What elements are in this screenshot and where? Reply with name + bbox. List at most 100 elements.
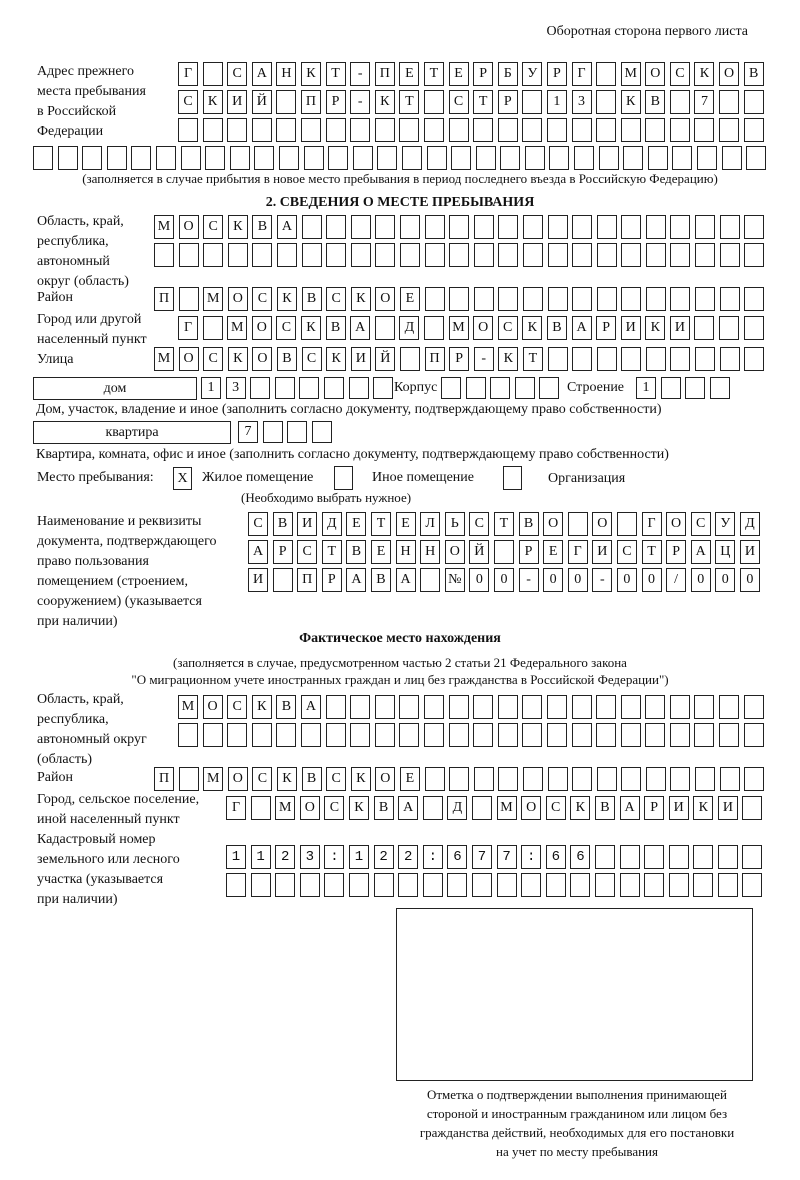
char-cell[interactable] (697, 146, 718, 170)
char-cell[interactable] (448, 723, 469, 747)
char-cell[interactable] (670, 767, 691, 791)
char-cell[interactable]: А (346, 568, 367, 592)
char-cell[interactable] (522, 287, 543, 311)
char-cell[interactable] (202, 723, 223, 747)
char-cell[interactable]: / (666, 568, 687, 592)
char-cell[interactable] (178, 118, 198, 142)
char-cell[interactable] (645, 287, 666, 311)
char-cell[interactable] (373, 377, 394, 399)
char-cell[interactable] (497, 723, 518, 747)
char-cell[interactable] (619, 845, 640, 869)
char-cell[interactable] (620, 118, 641, 142)
char-cell[interactable] (106, 146, 127, 170)
char-cell[interactable]: 7 (238, 421, 258, 443)
char-cell[interactable] (490, 377, 511, 399)
char-cell[interactable] (276, 90, 297, 114)
char-cell[interactable]: 1 (636, 377, 656, 399)
char-cell[interactable] (498, 767, 519, 791)
char-cell[interactable]: О (227, 287, 248, 311)
char-cell[interactable] (33, 146, 53, 170)
char-cell[interactable] (594, 873, 615, 897)
char-cell[interactable]: У (715, 512, 736, 536)
char-cell[interactable]: А (248, 540, 268, 564)
char-cell[interactable]: О (719, 62, 740, 86)
char-cell[interactable] (82, 146, 103, 170)
char-cell[interactable]: В (252, 215, 273, 239)
char-cell[interactable] (250, 845, 271, 869)
char-cell[interactable] (695, 767, 716, 791)
char-cell[interactable]: - (350, 62, 371, 86)
char-cell[interactable] (596, 347, 617, 371)
char-cell[interactable] (719, 215, 740, 239)
char-cell[interactable] (473, 243, 494, 267)
char-cell[interactable] (546, 723, 567, 747)
char-cell[interactable] (571, 118, 592, 142)
char-cell[interactable]: И (248, 568, 268, 592)
char-cell[interactable] (500, 146, 521, 170)
char-cell[interactable] (374, 695, 395, 719)
char-cell[interactable]: А (251, 62, 272, 86)
char-cell[interactable]: В (518, 512, 539, 536)
char-cell[interactable] (348, 377, 369, 399)
char-cell[interactable] (251, 723, 272, 747)
char-cell[interactable]: 0 (616, 568, 637, 592)
char-cell[interactable]: П (300, 90, 321, 114)
char-cell[interactable] (522, 723, 543, 747)
char-cell[interactable]: С (178, 90, 198, 114)
char-cell[interactable] (229, 146, 250, 170)
char-cell[interactable] (685, 377, 706, 399)
char-cell[interactable] (621, 347, 642, 371)
char-cell[interactable]: В (373, 796, 394, 820)
char-cell[interactable]: О (645, 62, 666, 86)
char-cell[interactable] (448, 118, 469, 142)
char-cell[interactable]: 0 (469, 568, 490, 592)
char-cell[interactable] (545, 873, 566, 897)
char-cell[interactable] (522, 215, 543, 239)
char-cell[interactable]: А (300, 695, 321, 719)
char-cell[interactable]: К (570, 796, 591, 820)
char-cell[interactable] (572, 287, 593, 311)
char-cell[interactable]: К (374, 90, 395, 114)
char-cell[interactable]: П (374, 62, 395, 86)
char-cell[interactable]: 1 (546, 90, 567, 114)
char-cell[interactable]: А (619, 796, 640, 820)
char-cell[interactable]: Й (375, 347, 396, 371)
char-cell[interactable]: 0 (690, 568, 711, 592)
char-cell[interactable] (717, 845, 738, 869)
char-cell[interactable]: Й (251, 90, 272, 114)
char-cell[interactable]: С (497, 316, 518, 340)
char-cell[interactable] (743, 118, 764, 142)
char-cell[interactable] (493, 540, 514, 564)
char-cell[interactable] (645, 695, 666, 719)
char-cell[interactable] (325, 695, 346, 719)
char-cell[interactable]: С (326, 287, 347, 311)
char-cell[interactable] (423, 316, 444, 340)
char-cell[interactable]: И (620, 316, 641, 340)
char-cell[interactable] (546, 695, 567, 719)
char-cell[interactable] (498, 243, 519, 267)
char-cell[interactable] (522, 243, 543, 267)
char-cell[interactable] (570, 845, 591, 869)
char-cell[interactable] (301, 243, 322, 267)
char-cell[interactable] (451, 146, 472, 170)
char-cell[interactable]: К (227, 215, 248, 239)
char-cell[interactable] (299, 377, 320, 399)
char-cell[interactable]: Т (473, 90, 494, 114)
char-cell[interactable]: К (498, 347, 519, 371)
char-cell[interactable]: Е (346, 512, 367, 536)
char-cell[interactable] (449, 287, 470, 311)
char-cell[interactable]: К (693, 796, 714, 820)
char-cell[interactable]: И (297, 512, 318, 536)
char-cell[interactable]: Е (399, 767, 420, 791)
korpus-row[interactable] (441, 377, 560, 399)
char-cell[interactable] (178, 767, 199, 791)
char-cell[interactable] (399, 243, 420, 267)
char-cell[interactable]: О (178, 215, 199, 239)
char-cell[interactable] (399, 118, 420, 142)
